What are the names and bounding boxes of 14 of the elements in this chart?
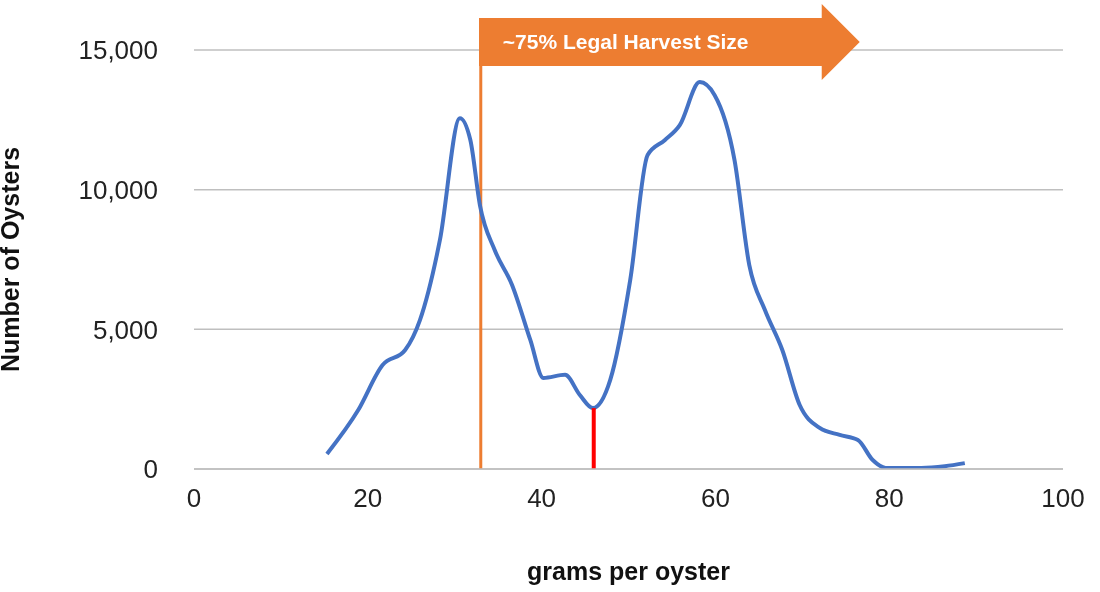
x-tick-label: 80 <box>874 483 904 514</box>
x-tick-label: 0 <box>186 483 202 514</box>
y-tick-label: 0 <box>143 454 158 485</box>
x-tick-label: 20 <box>353 483 383 514</box>
line-series <box>324 80 967 469</box>
annotation: ~75% Legal Harvest Size <box>502 30 749 54</box>
x-tick-label: 60 <box>700 483 730 514</box>
x-tick-label: 40 <box>527 483 557 514</box>
y-tick-label: 5,000 <box>92 314 158 345</box>
x-axis-title: grams per oyster <box>527 557 731 585</box>
y-axis-title: Number of Oysters <box>0 146 24 373</box>
x-tick-label: 100 <box>1041 483 1085 514</box>
y-tick-label: 10,000 <box>78 174 158 205</box>
y-tick-label: 15,000 <box>78 35 158 66</box>
